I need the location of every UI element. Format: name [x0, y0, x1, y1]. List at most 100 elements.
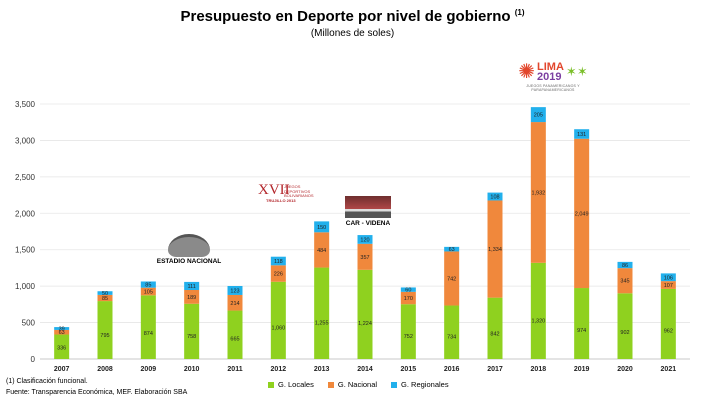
bar-segment	[357, 243, 373, 270]
data-label: 902	[620, 330, 629, 336]
bar-segment	[54, 334, 70, 359]
data-label: 974	[577, 328, 586, 334]
y-tick-label: 500	[22, 319, 36, 328]
car-videna-badge: CAR - VIDENA	[336, 196, 400, 227]
title-footnote-marker: (1)	[514, 8, 525, 17]
bar-segment	[227, 294, 243, 311]
data-label: 105	[144, 289, 153, 295]
bar-segment	[660, 288, 676, 359]
bar-segment	[270, 281, 286, 359]
legend-item: G. Regionales	[391, 380, 449, 389]
estadio-label: ESTADIO NACIONAL	[156, 258, 222, 265]
data-label: 120	[360, 237, 369, 243]
lima-word: LIMA	[537, 61, 564, 73]
data-label: 50	[102, 291, 108, 297]
bar-segment	[400, 304, 416, 359]
data-label: 118	[274, 259, 283, 265]
juegos-bolivarianos-logo: XVII JUEGOS DEPORTIVOS BOLIVARIANOS TRUJ…	[258, 183, 316, 204]
bar-segment	[140, 295, 156, 359]
data-label: 962	[664, 328, 673, 334]
bar-segment	[660, 273, 676, 282]
data-label: 665	[230, 337, 239, 343]
x-tick-label: 2017	[487, 366, 503, 373]
data-label: 123	[230, 288, 239, 294]
data-label: 2,049	[575, 211, 589, 217]
data-label: 1,224	[358, 321, 372, 327]
bar-segment	[314, 221, 330, 233]
star-icon: ✺	[518, 61, 536, 83]
data-label: 214	[230, 301, 239, 307]
bar-segment	[184, 281, 200, 291]
x-tick-label: 2019	[574, 366, 590, 373]
y-tick-label: 2,000	[15, 209, 36, 218]
y-tick-label: 3,000	[15, 136, 36, 145]
data-label: 795	[100, 333, 109, 339]
estadio-nacional-badge: ESTADIO NACIONAL	[152, 234, 226, 265]
bar-segment	[140, 287, 156, 296]
legend-label: G. Nacional	[337, 380, 378, 389]
data-label: 752	[404, 334, 413, 340]
data-label: 1,255	[315, 320, 329, 326]
data-label: 39	[59, 327, 65, 333]
data-label: 226	[274, 272, 283, 278]
data-label: 734	[447, 335, 456, 341]
x-tick-label: 2010	[184, 366, 200, 373]
data-label: 357	[360, 255, 369, 261]
bar-segment	[140, 281, 156, 288]
data-label: 345	[620, 279, 629, 285]
y-tick-label: 1,500	[15, 246, 36, 255]
bars: 3366339795855087410585758189111665214123…	[54, 107, 676, 359]
x-tick-label: 2016	[444, 366, 460, 373]
bar-segment	[400, 287, 416, 292]
legend: G. Locales G. Nacional G. Regionales	[268, 380, 449, 389]
bar-segment	[270, 256, 286, 266]
legend-label: G. Locales	[278, 380, 314, 389]
x-tick-label: 2021	[661, 366, 677, 373]
stadium-icon	[168, 234, 210, 257]
people-icon: ✶✶	[565, 64, 588, 79]
bar-segment	[184, 303, 200, 359]
data-label: 86	[622, 263, 628, 269]
data-label: 205	[534, 113, 543, 119]
data-label: 189	[187, 295, 196, 301]
legend-swatch	[268, 381, 274, 388]
bar-segment	[530, 262, 546, 359]
lima-2019-logo: ✺ LIMA 2019 ✶✶ JUEGOS PANAMERICANOS Y PA…	[508, 61, 598, 93]
bar-segment	[574, 288, 590, 359]
y-tick-label: 1,000	[15, 282, 36, 291]
chart-title: Presupuesto en Deporte por nivel de gobi…	[180, 8, 525, 25]
bar-segment	[184, 290, 200, 304]
data-label: 170	[404, 296, 413, 302]
x-tick-label: 2012	[271, 366, 287, 373]
bar-segment	[400, 291, 416, 305]
bar-segment	[54, 327, 70, 330]
data-label: 874	[144, 331, 153, 337]
bar-segment	[444, 251, 460, 306]
bar-segment	[574, 138, 590, 289]
lima-caption: JUEGOS PANAMERICANOS Y PARAPANAMERICANOS	[526, 84, 580, 92]
lima-year: 2019	[537, 71, 562, 83]
juegos-city: TRUJILLO 2013	[266, 198, 296, 203]
bar-segment	[357, 269, 373, 359]
x-tick-label: 2018	[531, 366, 547, 373]
bar-segment	[227, 310, 243, 359]
data-label: 131	[577, 132, 586, 138]
x-tick-label: 2013	[314, 366, 330, 373]
bar-segment	[227, 285, 243, 295]
data-label: 60	[405, 288, 411, 294]
source-note: Fuente: Transparencia Económica, MEF. El…	[6, 389, 188, 396]
bar-segment	[270, 265, 286, 282]
data-label: 150	[317, 225, 326, 231]
bar-segment	[617, 268, 633, 294]
data-label: 336	[57, 346, 66, 352]
bar-segment	[314, 232, 330, 268]
x-tick-label: 2008	[97, 366, 113, 373]
bar-segment	[54, 329, 70, 335]
building-icon	[345, 196, 391, 218]
legend-label: G. Regionales	[401, 380, 449, 389]
bar-segment	[574, 129, 590, 139]
data-label: 1,334	[488, 247, 502, 253]
data-label: 1,932	[531, 190, 545, 196]
data-label: 742	[447, 276, 456, 282]
x-tick-label: 2020	[617, 366, 633, 373]
